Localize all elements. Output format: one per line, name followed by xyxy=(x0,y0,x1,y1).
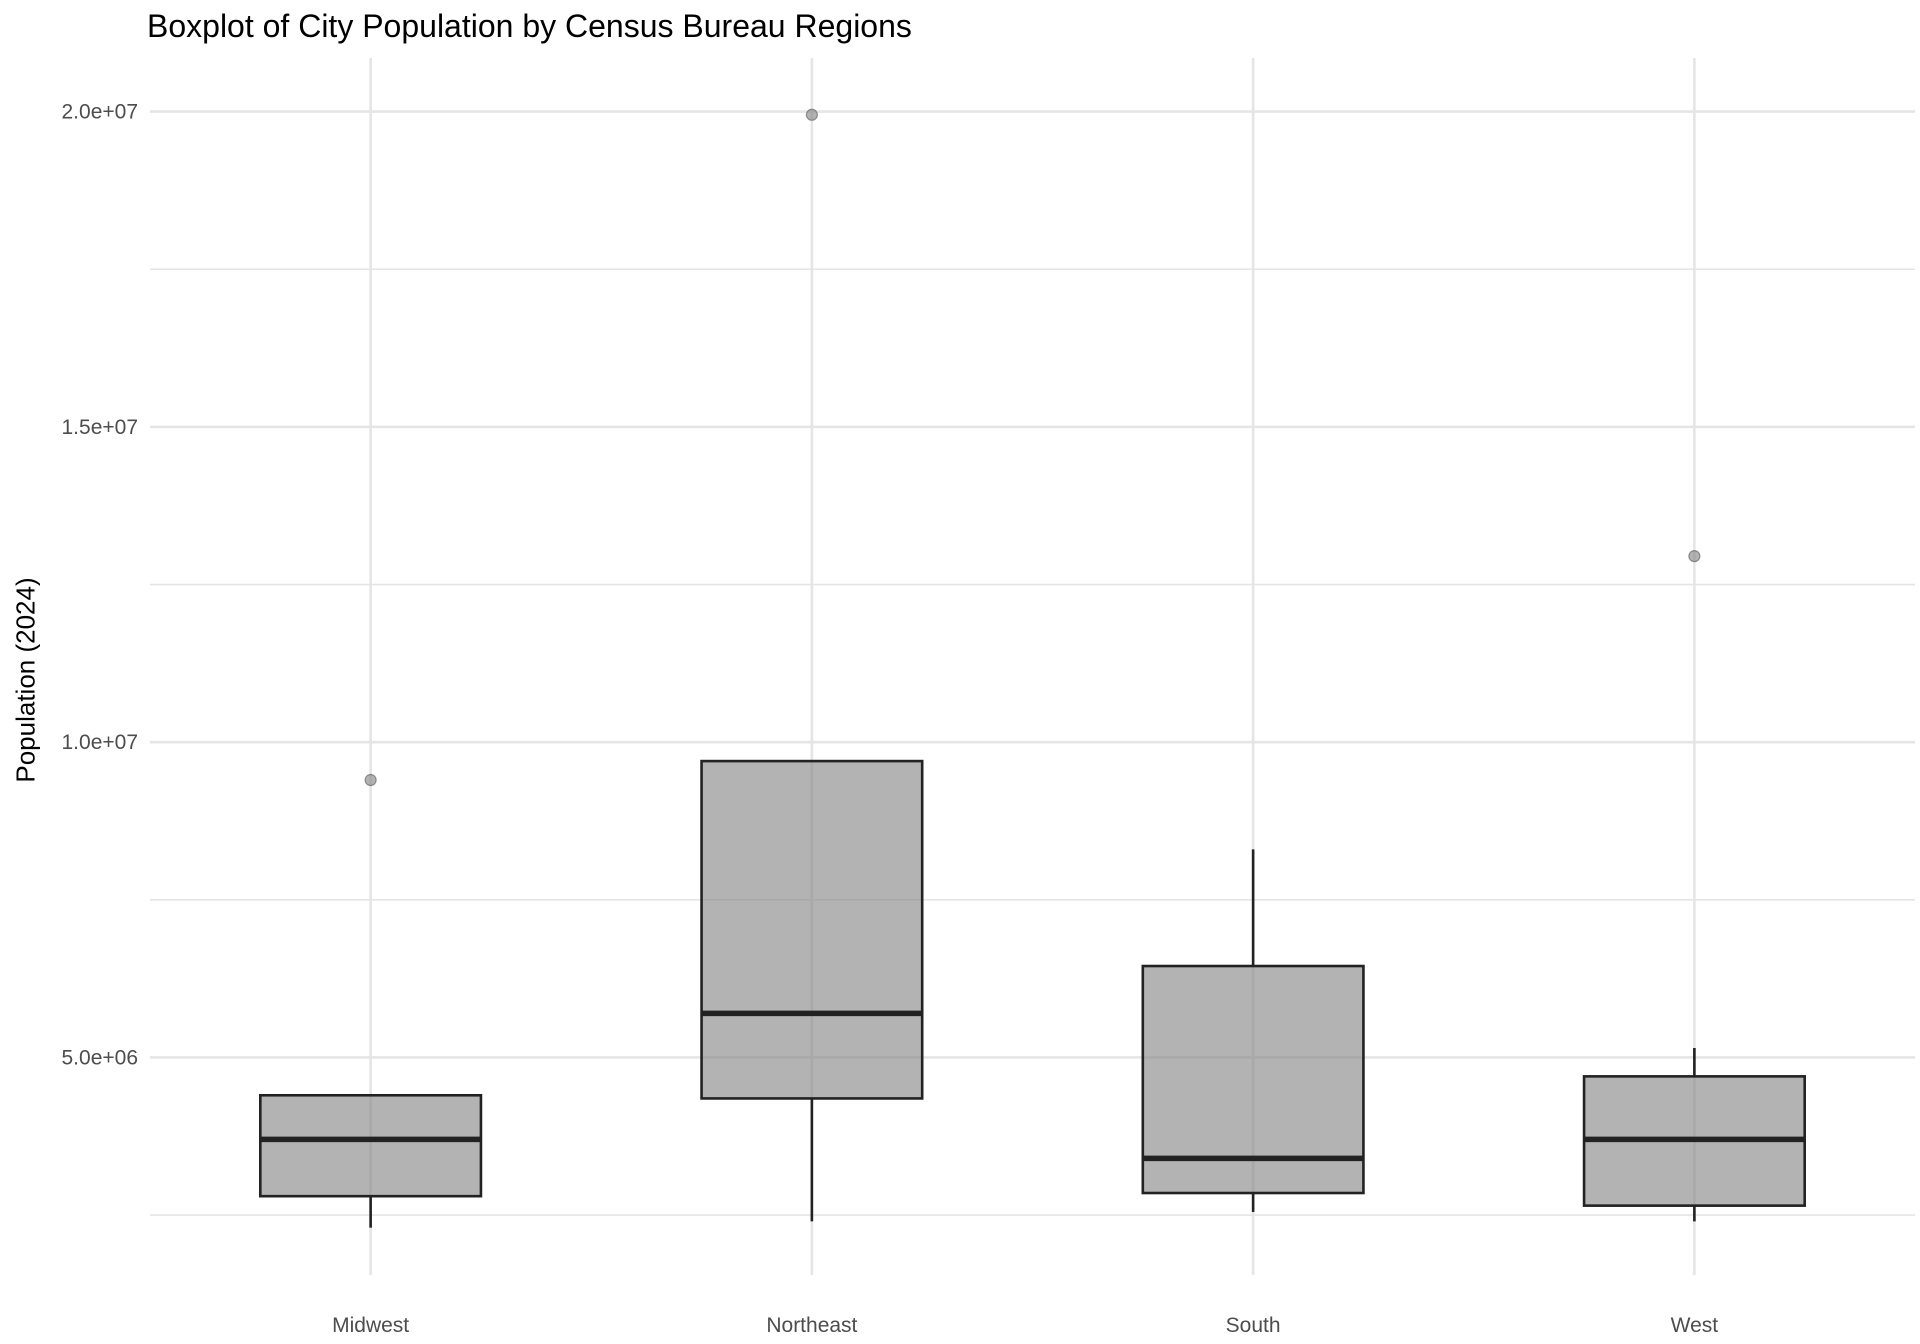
y-tick-label: 5.0e+06 xyxy=(62,1046,139,1069)
box-midwest xyxy=(259,1093,483,1198)
x-tick-label-midwest: Midwest xyxy=(332,1314,409,1337)
outlier-point-west xyxy=(1688,550,1701,563)
y-tick-label: 1.0e+07 xyxy=(62,731,139,754)
boxes xyxy=(259,108,1806,1228)
box-northeast xyxy=(700,759,924,1100)
x-tick-label-northeast: Northeast xyxy=(766,1314,857,1337)
outlier-point-northeast xyxy=(805,108,818,121)
outlier-point-midwest xyxy=(364,773,377,787)
axis-ticks: 5.0e+06 1.0e+07 1.5e+07 2.0e+07 Midwest North… xyxy=(62,101,1719,1337)
x-tick-label-west: West xyxy=(1671,1314,1719,1337)
y-tick-label: 2.0e+07 xyxy=(62,101,139,124)
box-south xyxy=(1141,964,1365,1195)
x-tick-label-south: South xyxy=(1226,1314,1281,1337)
chart-title: Boxplot of City Population by Census Bur… xyxy=(147,8,912,44)
y-tick-label: 1.5e+07 xyxy=(62,416,139,439)
